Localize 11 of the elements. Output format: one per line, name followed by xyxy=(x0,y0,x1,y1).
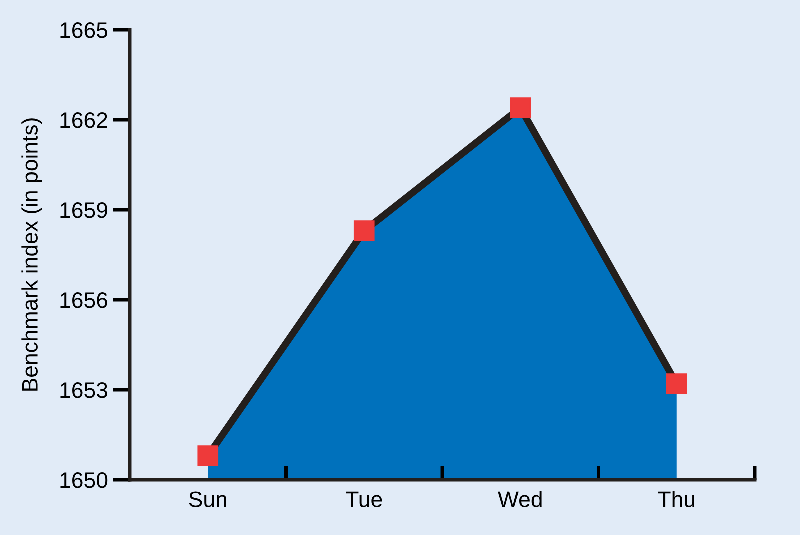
y-tick-label: 1653 xyxy=(60,382,108,398)
x-tick-label: Wed xyxy=(498,491,542,508)
y-axis-title: Benchmark index (in points) xyxy=(22,118,42,391)
x-tick-label: Thu xyxy=(658,491,695,508)
y-tick-label: 1650 xyxy=(60,472,108,488)
y-tick-label: 1659 xyxy=(60,202,108,218)
y-tick-label: 1665 xyxy=(60,22,108,38)
x-tick-label: Tue xyxy=(346,492,382,508)
y-tick-label: 1656 xyxy=(60,292,108,308)
x-tick-label: Sun xyxy=(189,492,226,508)
y-tick-label: 1662 xyxy=(60,112,108,128)
